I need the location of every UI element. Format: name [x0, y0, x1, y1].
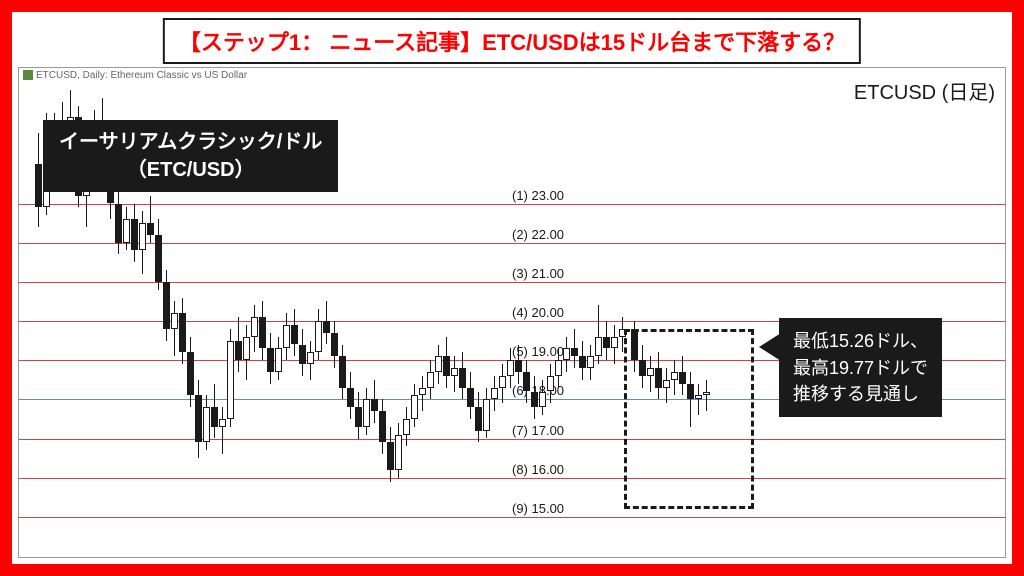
chart-header-icon	[23, 70, 33, 80]
level-line	[19, 517, 1005, 518]
pair-label-line2: （ETC/USD）	[127, 159, 255, 181]
callout-line3: 推移する見通し	[793, 384, 919, 404]
title-banner: 【ステップ1： ニュース記事】ETC/USDは15ドル台まで下落する？	[163, 18, 861, 64]
callout-line2: 最高19.77ドルで	[793, 358, 928, 378]
level-label: (3) 21.00	[509, 266, 567, 281]
chart-header: ETCUSD, Daily: Ethereum Classic vs US Do…	[23, 70, 247, 81]
level-line	[19, 478, 1005, 479]
forecast-region-box	[624, 329, 754, 509]
pair-label-line1: イーサリアムクラシック/ドル	[59, 131, 322, 153]
level-line	[19, 204, 1005, 205]
forecast-callout: 最低15.26ドル、最高19.77ドルで推移する見通し	[779, 318, 942, 416]
level-label: (1) 23.00	[509, 188, 567, 203]
callout-pointer-icon	[759, 333, 781, 361]
chart-header-text: ETCUSD, Daily: Ethereum Classic vs US Do…	[36, 70, 247, 81]
outer-frame: 【ステップ1： ニュース記事】ETC/USDは15ドル台まで下落する？ ETCU…	[0, 0, 1024, 576]
level-label: (4) 20.00	[509, 305, 567, 320]
level-label: (8) 16.00	[509, 462, 567, 477]
level-label: (9) 15.00	[509, 501, 567, 516]
level-line	[19, 439, 1005, 440]
chart-container: ETCUSD, Daily: Ethereum Classic vs US Do…	[18, 67, 1006, 558]
callout-line1: 最低15.26ドル、	[793, 331, 928, 351]
title-text: 【ステップ1： ニュース記事】ETC/USDは15ドル台まで下落する？	[179, 30, 845, 55]
level-line	[19, 243, 1005, 244]
level-label: (7) 17.00	[509, 423, 567, 438]
level-label: (2) 22.00	[509, 227, 567, 242]
pair-label: イーサリアムクラシック/ドル （ETC/USD）	[43, 120, 338, 192]
